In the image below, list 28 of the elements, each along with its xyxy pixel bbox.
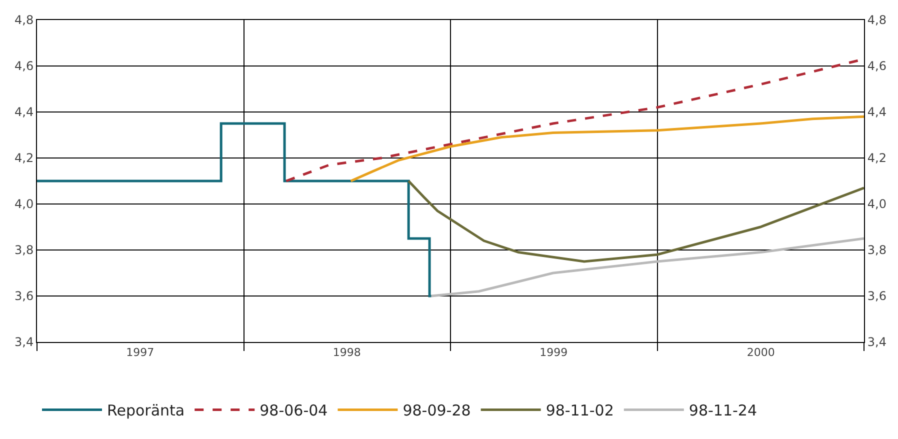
x-tick-label: 2000: [746, 346, 775, 360]
legend-label: 98-11-02: [546, 402, 614, 420]
line-series: [407, 180, 864, 263]
y2-tick-label: 3,4: [867, 335, 886, 350]
y-tick-label: 4,6: [14, 59, 34, 74]
x-tick-label: 1997: [126, 346, 154, 360]
legend-label: Reporänta: [107, 402, 185, 420]
y2-tick-label: 4,8: [867, 13, 886, 28]
legend-label: 98-09-28: [402, 402, 471, 420]
y2-tick-label: 4,0: [867, 197, 886, 212]
y2-tick-label: 3,8: [867, 243, 886, 258]
y-tick-label: 4,2: [14, 151, 34, 166]
y-tick-label: 3,8: [14, 243, 34, 258]
line-series: [350, 115, 864, 182]
y2-tick-label: 4,6: [867, 59, 886, 74]
y-tick-label: 3,4: [14, 335, 34, 350]
y-tick-label: 4,8: [14, 13, 34, 28]
x-tick-label: 1999: [540, 346, 568, 360]
y-tick-label: 3,6: [14, 289, 34, 304]
y2-tick-label: 4,4: [867, 105, 886, 120]
y2-tick-label: 3,6: [867, 289, 886, 304]
legend-label: 98-11-24: [688, 402, 757, 420]
y-tick-label: 4,4: [14, 105, 34, 120]
legend-label: 98-06-04: [260, 402, 328, 420]
x-tick-label: 1998: [332, 346, 361, 360]
line-series: [430, 237, 864, 298]
y-tick-label: 4,0: [14, 197, 34, 212]
y2-tick-label: 4,2: [867, 151, 886, 166]
